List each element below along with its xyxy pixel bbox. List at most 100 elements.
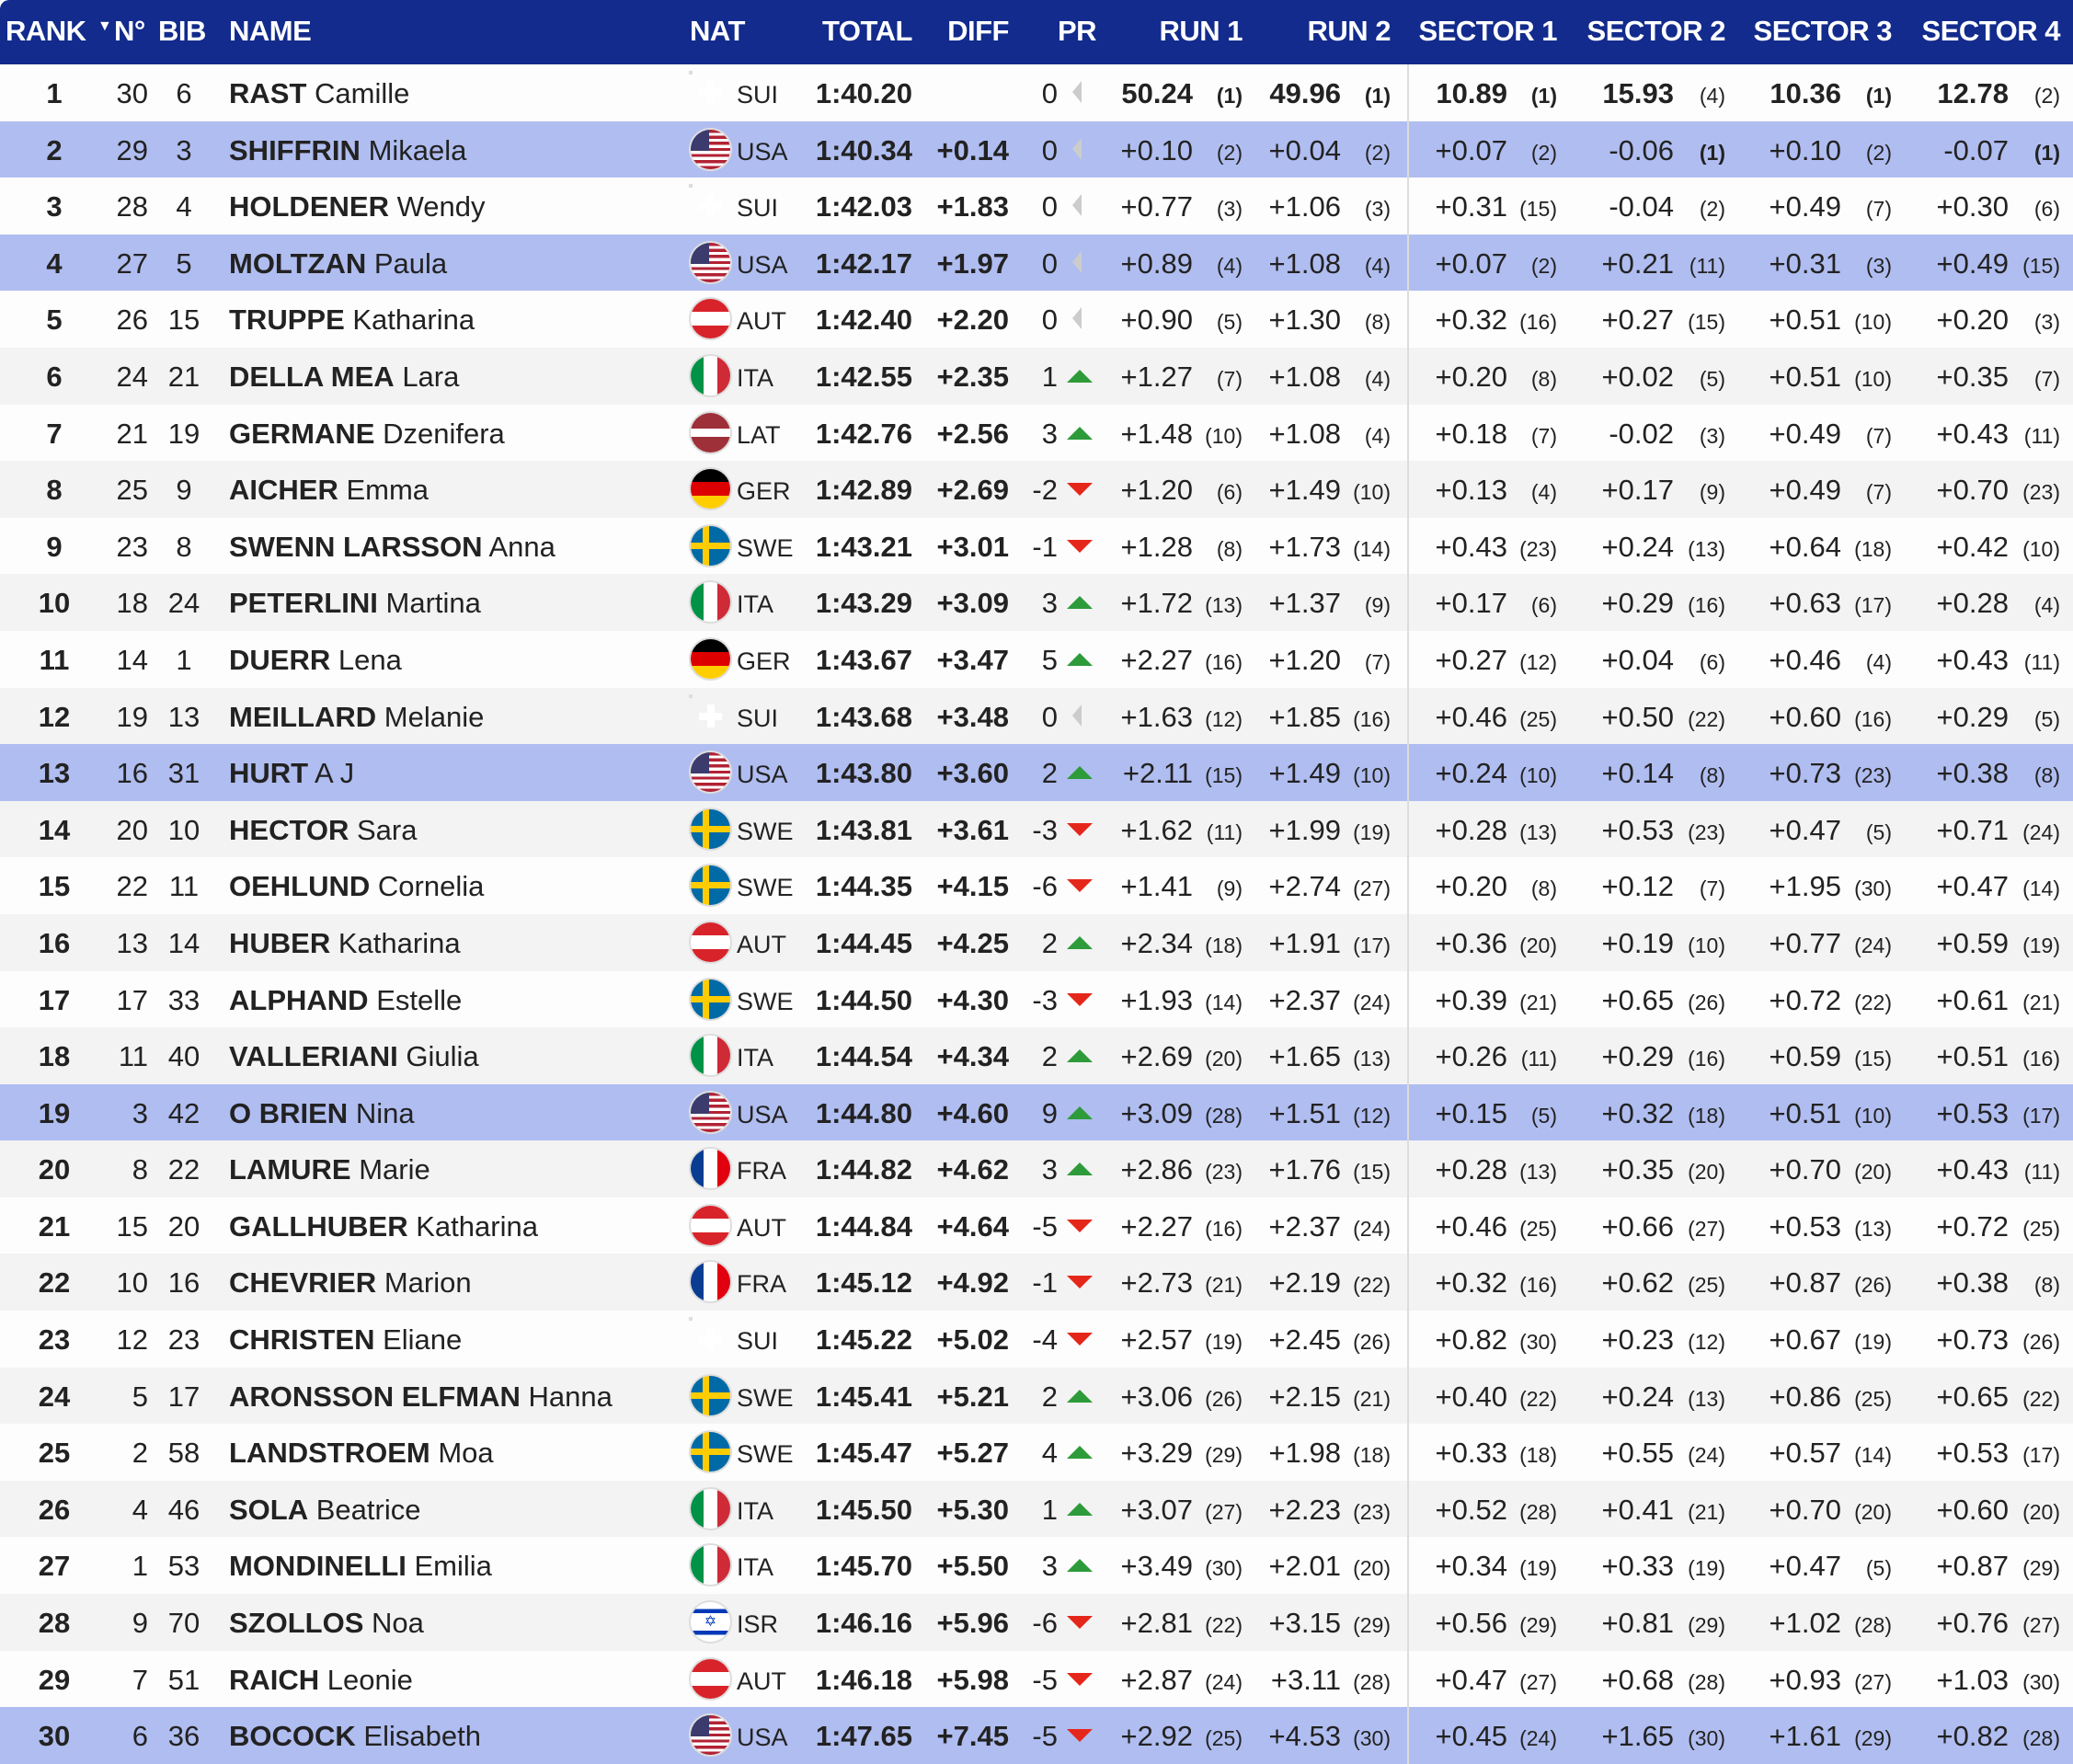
athlete-name[interactable]: DUERR Lena	[229, 644, 402, 677]
athlete-name[interactable]: HOLDENER Wendy	[229, 190, 486, 223]
column-header-nat[interactable]: NAT	[690, 15, 745, 47]
rank: 21	[38, 1209, 71, 1243]
table-row[interactable]: 20 8 22 LAMURE Marie FRA 1:44.82 +4.62 3 +2.86 (2…	[0, 1140, 2073, 1197]
athlete-name[interactable]: LAMURE Marie	[229, 1153, 430, 1186]
column-header-sector1[interactable]: SECTOR 1	[1418, 15, 1558, 47]
athlete-name[interactable]: SZOLLOS Noa	[229, 1607, 424, 1640]
athlete-name[interactable]: RAST Camille	[229, 77, 409, 110]
table-row[interactable]: 11 14 1 DUERR Lena GER 1:43.67 +3.47 5 +2.27 (16)…	[0, 630, 2073, 688]
total-time: 1:45.70	[815, 1550, 912, 1583]
table-row[interactable]: 25 2 58 LANDSTROEM Moa SWE 1:45.47 +5.27 4 +3.29…	[0, 1424, 2073, 1481]
s4-time: +0.35	[1936, 360, 2009, 393]
run1-rank: (7)	[1216, 366, 1243, 391]
s1-rank: (27)	[1519, 1669, 1557, 1694]
athlete-name[interactable]: BOCOCK Elisabeth	[229, 1720, 481, 1753]
position-change: -5	[1032, 1720, 1058, 1753]
column-header-sector2[interactable]: SECTOR 2	[1586, 15, 1726, 47]
rank: 25	[38, 1437, 71, 1470]
table-row[interactable]: 22 10 16 CHEVRIER Marion FRA 1:45.12 +4.92 -1 +2…	[0, 1254, 2073, 1312]
table-row[interactable]: 24 5 17 ARONSSON ELFMAN Hanna SWE 1:45.41 +5.2…	[0, 1367, 2073, 1425]
s2-rank: (23)	[1688, 819, 1725, 844]
athlete-name[interactable]: AICHER Emma	[229, 474, 429, 507]
athlete-name[interactable]: MONDINELLI Emilia	[229, 1550, 492, 1583]
table-row[interactable]: 16 13 14 HUBER Katharina AUT 1:44.45 +4.25 2 +2.…	[0, 913, 2073, 971]
diff: +3.01	[936, 530, 1009, 563]
column-header-total[interactable]: TOTAL	[822, 15, 912, 47]
start-number: 23	[116, 530, 148, 563]
table-row[interactable]: 3 28 4 HOLDENER Wendy SUI 1:42.03 +1.83 0 +0.77 (…	[0, 178, 2073, 235]
s4-time: +0.49	[1936, 246, 2009, 280]
athlete-name[interactable]: SWENN LARSSON Anna	[229, 531, 555, 564]
table-row[interactable]: 5 26 15 TRUPPE Katharina AUT 1:42.40 +2.20 0 +0.…	[0, 291, 2073, 348]
table-row[interactable]: 6 24 21 DELLA MEA Lara ITA 1:42.55 +2.35 1 +1.27…	[0, 347, 2073, 405]
athlete-name[interactable]: CHRISTEN Eliane	[229, 1323, 462, 1357]
sort-down-icon[interactable]: ▼	[97, 18, 112, 34]
athlete-name[interactable]: LANDSTROEM Moa	[229, 1437, 494, 1470]
table-row[interactable]: 23 12 23 CHRISTEN Eliane SUI 1:45.22 +5.02 -4 +2…	[0, 1311, 2073, 1368]
athlete-name[interactable]: HUBER Katharina	[229, 927, 461, 960]
athlete-name[interactable]: HECTOR Sara	[229, 814, 417, 847]
table-row[interactable]: 1 30 6 RAST Camille SUI 1:40.20 0 50.24 (1) 49.96…	[0, 64, 2073, 121]
table-row[interactable]: 9 23 8 SWENN LARSSON Anna SWE 1:43.21 +3.01 -1 +…	[0, 517, 2073, 575]
column-header-name[interactable]: NAME	[229, 15, 312, 47]
table-row[interactable]: 8 25 9 AICHER Emma GER 1:42.89 +2.69 -2 +1.20 (6)…	[0, 461, 2073, 518]
table-row[interactable]: 7 21 19 GERMANE Dzenifera LAT 1:42.76 +2.56 3 +1…	[0, 404, 2073, 462]
athlete-name[interactable]: VALLERIANI Giulia	[229, 1040, 479, 1073]
run1-rank: (2)	[1216, 140, 1243, 165]
table-row[interactable]: 15 22 11 OEHLUND Cornelia SWE 1:44.35 +4.15 -6 +…	[0, 857, 2073, 914]
column-header-diff[interactable]: DIFF	[947, 15, 1009, 47]
athlete-name[interactable]: GALLHUBER Katharina	[229, 1210, 538, 1243]
s1-rank: (10)	[1519, 763, 1557, 788]
table-row[interactable]: 2 29 3 SHIFFRIN Mikaela USA 1:40.34 +0.14 0 +0.1…	[0, 120, 2073, 178]
column-header-pr[interactable]: PR	[1058, 15, 1097, 47]
athlete-name[interactable]: SOLA Beatrice	[229, 1494, 420, 1527]
table-row[interactable]: 27 1 53 MONDINELLI Emilia ITA 1:45.70 +5.50 3 +3…	[0, 1537, 2073, 1595]
athlete-name[interactable]: DELLA MEA Lara	[229, 361, 459, 394]
table-row[interactable]: 18 11 40 VALLERIANI Giulia ITA 1:44.54 +4.34 2 +…	[0, 1027, 2073, 1084]
table-row[interactable]: 17 17 33 ALPHAND Estelle SWE 1:44.50 +4.30 -3 +1…	[0, 970, 2073, 1028]
athlete-name[interactable]: MOLTZAN Paula	[229, 247, 447, 281]
run1-time: +2.87	[1120, 1663, 1193, 1696]
table-row[interactable]: 28 9 70 SZOLLOS Noa ✡ ISR 1:46.16 +5.96 -6 +2.81 (…	[0, 1594, 2073, 1651]
athlete-name[interactable]: ARONSSON ELFMAN Hanna	[229, 1380, 613, 1414]
athlete-name[interactable]: CHEVRIER Marion	[229, 1266, 472, 1300]
run2-rank: (17)	[1353, 933, 1391, 957]
bib: 6	[176, 77, 192, 109]
table-row[interactable]: 19 3 42 O BRIEN Nina USA 1:44.80 +4.60 9 +3.09 (2…	[0, 1083, 2073, 1141]
column-header-run1[interactable]: RUN 1	[1159, 15, 1243, 47]
table-row[interactable]: 21 15 20 GALLHUBER Katharina AUT 1:44.84 +4.64…	[0, 1197, 2073, 1254]
athlete-name[interactable]: GERMANE Dzenifera	[229, 418, 505, 451]
table-row[interactable]: 10 18 24 PETERLINI Martina ITA 1:43.29 +3.09 3 +…	[0, 574, 2073, 631]
table-row[interactable]: 13 16 31 HURT A J USA 1:43.80 +3.60 2 +2.11 (15) +…	[0, 744, 2073, 801]
run2-time: +1.37	[1268, 587, 1341, 620]
rank: 3	[46, 190, 63, 223]
column-header-run2[interactable]: RUN 2	[1307, 15, 1391, 47]
s3-time: +0.63	[1769, 587, 1841, 620]
table-row[interactable]: 4 27 5 MOLTZAN Paula USA 1:42.17 +1.97 0 +0.89 (4…	[0, 234, 2073, 292]
athlete-name[interactable]: SHIFFRIN Mikaela	[229, 134, 466, 167]
table-row[interactable]: 29 7 51 RAICH Leonie AUT 1:46.18 +5.98 -5 +2.87 (…	[0, 1650, 2073, 1708]
table-row[interactable]: 14 20 10 HECTOR Sara SWE 1:43.81 +3.61 -3 +1.62 (…	[0, 800, 2073, 858]
position-change: 2	[1041, 757, 1058, 790]
column-header-sector4[interactable]: SECTOR 4	[1921, 15, 2061, 47]
total-time: 1:42.55	[815, 360, 912, 393]
column-header-no[interactable]: N°	[114, 15, 145, 47]
column-header-bib[interactable]: BIB	[158, 15, 206, 47]
athlete-name[interactable]: TRUPPE Katharina	[229, 304, 475, 337]
table-row[interactable]: 26 4 46 SOLA Beatrice ITA 1:45.50 +5.30 1 +3.07 (…	[0, 1480, 2073, 1538]
flag-ita-icon	[691, 1036, 730, 1076]
athlete-name[interactable]: PETERLINI Martina	[229, 587, 481, 620]
athlete-name[interactable]: MEILLARD Melanie	[229, 701, 484, 734]
column-header-rank[interactable]: RANK	[6, 15, 86, 47]
athlete-name[interactable]: HURT A J	[229, 757, 354, 790]
athlete-name[interactable]: O BRIEN Nina	[229, 1097, 415, 1130]
athlete-name[interactable]: ALPHAND Estelle	[229, 984, 462, 1017]
athlete-name[interactable]: OEHLUND Cornelia	[229, 870, 484, 903]
s3-rank: (20)	[1854, 1160, 1892, 1185]
s4-time: +0.60	[1936, 1493, 2009, 1526]
athlete-name[interactable]: RAICH Leonie	[229, 1664, 413, 1697]
table-row[interactable]: 30 6 36 BOCOCK Elisabeth USA 1:47.65 +7.45 -5 +2…	[0, 1707, 2073, 1764]
s2-time: +0.53	[1601, 813, 1674, 846]
column-header-sector3[interactable]: SECTOR 3	[1753, 15, 1893, 47]
table-row[interactable]: 12 19 13 MEILLARD Melanie SUI 1:43.68 +3.48 0 +1…	[0, 687, 2073, 745]
